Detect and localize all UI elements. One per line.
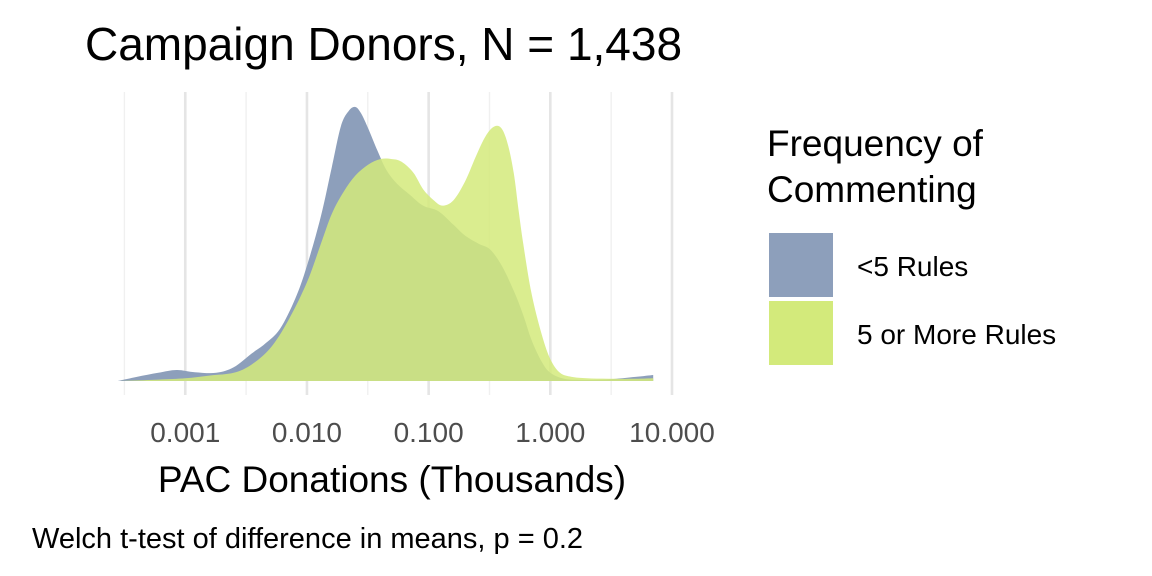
x-tick-label: 0.001 (150, 417, 220, 448)
caption: Welch t-test of difference in means, p =… (32, 523, 583, 555)
density-area-series-2 (118, 125, 654, 381)
x-tick-labels: 0.001 0.010 0.100 1.000 10.000 (150, 417, 715, 448)
legend-title-line-1: Frequency of (767, 123, 984, 164)
chart-title: Campaign Donors, N = 1,438 (85, 18, 682, 70)
x-tick-label: 0.100 (394, 417, 464, 448)
legend-label: 5 or More Rules (857, 319, 1056, 350)
legend-label: <5 Rules (857, 251, 968, 282)
legend-title-line-2: Commenting (767, 169, 977, 210)
legend-swatch (769, 233, 833, 297)
x-tick-label: 0.010 (272, 417, 342, 448)
legend: Frequency of Commenting <5 Rules 5 or Mor… (767, 123, 1056, 365)
density-areas (118, 106, 654, 381)
x-tick-label: 10.000 (629, 417, 715, 448)
x-axis-title: PAC Donations (Thousands) (158, 459, 626, 500)
x-tick-label: 1.000 (515, 417, 585, 448)
plot-panel: 0.001 0.010 0.100 1.000 10.000 (118, 92, 715, 448)
legend-items: <5 Rules 5 or More Rules (769, 233, 1056, 365)
legend-swatch (769, 301, 833, 365)
legend-title: Frequency of Commenting (767, 123, 993, 210)
